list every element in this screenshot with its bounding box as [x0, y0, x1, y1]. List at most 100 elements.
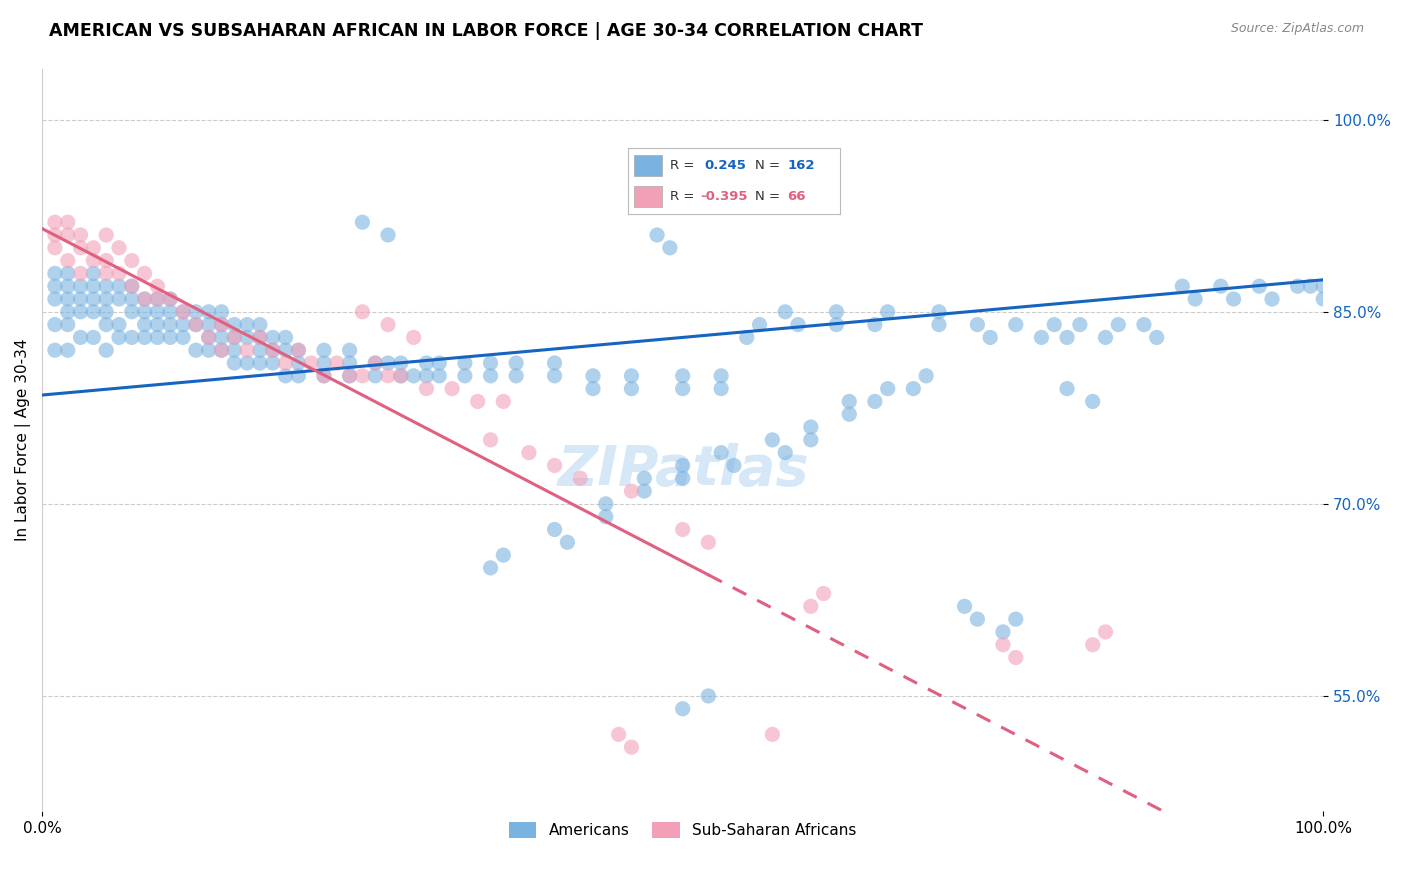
- Point: [312, 368, 335, 383]
- Point: [364, 368, 387, 383]
- Point: [364, 356, 387, 370]
- Point: [56, 253, 79, 268]
- Point: [1286, 279, 1309, 293]
- Point: [1222, 292, 1244, 306]
- Point: [1031, 330, 1053, 344]
- Text: AMERICAN VS SUBSAHARAN AFRICAN IN LABOR FORCE | AGE 30-34 CORRELATION CHART: AMERICAN VS SUBSAHARAN AFRICAN IN LABOR …: [49, 22, 924, 40]
- Point: [82, 292, 104, 306]
- Point: [1261, 292, 1284, 306]
- Point: [224, 330, 246, 344]
- Point: [915, 368, 938, 383]
- Point: [1133, 318, 1156, 332]
- Point: [159, 318, 181, 332]
- Point: [672, 471, 695, 485]
- Point: [427, 356, 450, 370]
- Text: N =: N =: [755, 160, 780, 172]
- Point: [44, 318, 66, 332]
- Point: [184, 305, 207, 319]
- Point: [56, 343, 79, 358]
- Point: [82, 241, 104, 255]
- Point: [1043, 318, 1066, 332]
- Text: ZIPatlas: ZIPatlas: [557, 442, 808, 497]
- Point: [121, 253, 143, 268]
- Point: [1081, 638, 1104, 652]
- Text: 0.245: 0.245: [704, 160, 747, 172]
- Point: [1184, 292, 1206, 306]
- Point: [415, 382, 437, 396]
- Point: [134, 305, 156, 319]
- Point: [121, 292, 143, 306]
- Point: [364, 356, 387, 370]
- Point: [108, 241, 131, 255]
- Point: [197, 330, 219, 344]
- Point: [69, 266, 91, 280]
- Point: [710, 382, 733, 396]
- Point: [249, 343, 271, 358]
- Point: [172, 330, 194, 344]
- Point: [838, 394, 860, 409]
- Point: [262, 330, 284, 344]
- Point: [1094, 330, 1116, 344]
- Point: [505, 356, 527, 370]
- Point: [172, 305, 194, 319]
- Point: [953, 599, 976, 614]
- Point: [773, 305, 796, 319]
- Point: [1069, 318, 1091, 332]
- Point: [82, 253, 104, 268]
- Point: [582, 382, 605, 396]
- Point: [339, 356, 361, 370]
- Point: [377, 227, 399, 242]
- Point: [633, 484, 655, 499]
- Point: [56, 227, 79, 242]
- Point: [44, 279, 66, 293]
- Point: [108, 279, 131, 293]
- Point: [159, 292, 181, 306]
- Text: R =: R =: [671, 190, 695, 203]
- Point: [96, 279, 118, 293]
- Point: [415, 368, 437, 383]
- Point: [595, 509, 617, 524]
- Point: [441, 382, 464, 396]
- Point: [761, 727, 783, 741]
- Point: [184, 343, 207, 358]
- Point: [479, 368, 502, 383]
- Point: [1209, 279, 1232, 293]
- Point: [108, 292, 131, 306]
- Point: [134, 292, 156, 306]
- Point: [595, 497, 617, 511]
- Point: [402, 330, 425, 344]
- Point: [262, 343, 284, 358]
- Point: [312, 356, 335, 370]
- Point: [236, 330, 259, 344]
- Point: [146, 330, 169, 344]
- Point: [56, 292, 79, 306]
- Point: [454, 368, 477, 383]
- Point: [697, 689, 720, 703]
- Point: [454, 356, 477, 370]
- Point: [274, 343, 297, 358]
- Point: [825, 305, 848, 319]
- Point: [415, 356, 437, 370]
- Point: [543, 458, 565, 473]
- Point: [467, 394, 489, 409]
- Point: [352, 215, 374, 229]
- Point: [82, 305, 104, 319]
- Point: [787, 318, 810, 332]
- Point: [121, 279, 143, 293]
- Point: [427, 368, 450, 383]
- Point: [339, 343, 361, 358]
- Point: [134, 318, 156, 332]
- Point: [1107, 318, 1129, 332]
- Point: [262, 343, 284, 358]
- Point: [287, 368, 309, 383]
- Point: [236, 318, 259, 332]
- Point: [236, 356, 259, 370]
- Point: [402, 368, 425, 383]
- Point: [773, 445, 796, 459]
- Point: [312, 368, 335, 383]
- Point: [723, 458, 745, 473]
- Point: [389, 368, 412, 383]
- Point: [479, 356, 502, 370]
- Point: [352, 368, 374, 383]
- Point: [249, 330, 271, 344]
